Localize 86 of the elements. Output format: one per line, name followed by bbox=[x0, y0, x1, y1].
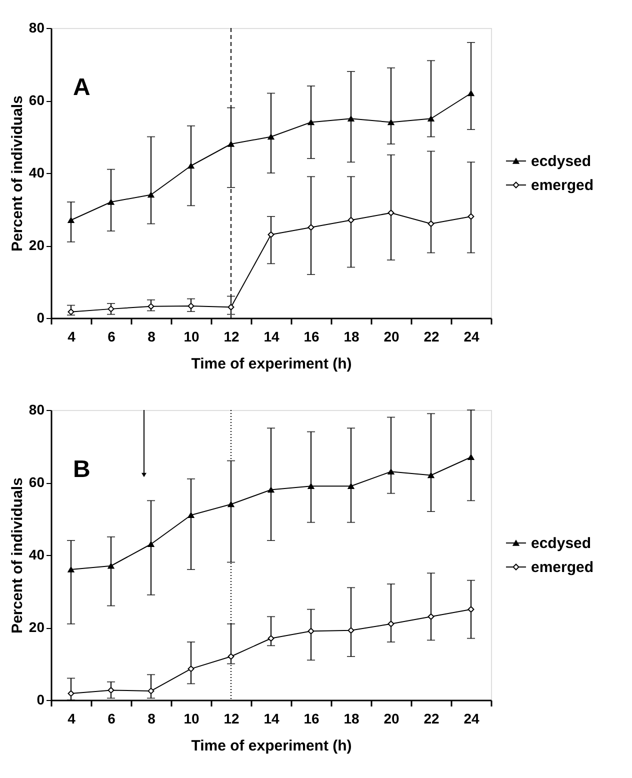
point bbox=[268, 486, 274, 493]
point bbox=[428, 613, 434, 620]
x-tick-label: 10 bbox=[184, 328, 200, 344]
point bbox=[428, 220, 434, 227]
point bbox=[348, 216, 354, 224]
y-tick-label: 80 bbox=[28, 402, 45, 418]
x-tick-label: 16 bbox=[304, 328, 320, 344]
point bbox=[308, 483, 314, 489]
point bbox=[348, 116, 354, 122]
y-tick-label: 60 bbox=[28, 474, 45, 490]
point bbox=[188, 666, 194, 672]
point bbox=[348, 483, 354, 489]
x-tick-label: 14 bbox=[264, 328, 280, 344]
x-tick-label: 6 bbox=[108, 710, 116, 726]
point bbox=[188, 162, 194, 169]
x-tick-label: 4 bbox=[68, 328, 76, 344]
point bbox=[268, 134, 274, 140]
point bbox=[228, 304, 234, 310]
y-tick-label: 20 bbox=[28, 237, 45, 253]
x-tick-label: 24 bbox=[464, 328, 480, 344]
x-tick-label: 20 bbox=[384, 328, 400, 344]
point bbox=[268, 231, 274, 238]
x-tick-label: 8 bbox=[148, 328, 156, 344]
annotation: A bbox=[73, 74, 90, 101]
point bbox=[428, 116, 434, 122]
point bbox=[308, 224, 314, 231]
point bbox=[188, 302, 194, 310]
point bbox=[68, 217, 74, 223]
y-tick-label: 0 bbox=[36, 692, 45, 708]
y-tick-label: 40 bbox=[28, 164, 45, 180]
y-tick-label: 80 bbox=[28, 20, 45, 36]
x-tick-label: 12 bbox=[224, 710, 240, 726]
point bbox=[388, 210, 394, 216]
point bbox=[228, 141, 234, 147]
x-tick-label: 22 bbox=[424, 328, 440, 344]
point bbox=[108, 199, 114, 205]
point bbox=[108, 686, 114, 694]
point bbox=[108, 306, 114, 312]
point bbox=[348, 627, 354, 634]
x-tick-label: 18 bbox=[344, 710, 360, 726]
point bbox=[468, 454, 474, 460]
point bbox=[148, 303, 154, 310]
x-tick-label: 22 bbox=[424, 710, 440, 726]
x-axis-title: Time of experiment (h) bbox=[191, 356, 352, 372]
point bbox=[428, 472, 434, 478]
point bbox=[468, 213, 474, 220]
point bbox=[108, 563, 114, 569]
point bbox=[148, 541, 154, 547]
point bbox=[68, 308, 74, 316]
x-tick-label: 4 bbox=[68, 710, 76, 726]
y-tick-label: 40 bbox=[28, 546, 45, 562]
y-tick-label: 60 bbox=[28, 92, 45, 108]
point bbox=[468, 90, 474, 96]
point bbox=[308, 119, 314, 126]
x-axis-title: Time of experiment (h) bbox=[191, 738, 352, 754]
legend-label: emerged bbox=[531, 177, 594, 194]
point bbox=[308, 628, 314, 634]
y-tick-label: 0 bbox=[36, 310, 45, 326]
point bbox=[388, 620, 394, 628]
x-tick-label: 12 bbox=[224, 328, 240, 344]
point bbox=[68, 690, 74, 697]
legend-label: emerged bbox=[531, 559, 594, 576]
x-tick-label: 14 bbox=[264, 710, 280, 726]
point bbox=[268, 635, 274, 642]
point bbox=[148, 688, 154, 694]
point bbox=[68, 566, 74, 572]
legend-label: ecdysed bbox=[531, 535, 592, 552]
x-tick-label: 8 bbox=[148, 710, 156, 726]
point bbox=[468, 606, 474, 613]
y-axis-title: Percent of individuals bbox=[8, 96, 26, 252]
x-tick-label: 10 bbox=[184, 710, 200, 726]
point bbox=[188, 512, 194, 518]
y-axis-title: Percent of individuals bbox=[8, 478, 26, 634]
y-tick-label: 20 bbox=[28, 619, 45, 635]
point bbox=[148, 192, 154, 198]
x-tick-label: 16 bbox=[304, 710, 320, 726]
legend-label: ecdysed bbox=[531, 153, 592, 170]
x-tick-label: 20 bbox=[384, 710, 400, 726]
x-tick-label: 6 bbox=[108, 328, 116, 344]
point bbox=[388, 468, 394, 474]
x-tick-label: 24 bbox=[464, 710, 480, 726]
annotation: B bbox=[73, 456, 90, 483]
point bbox=[228, 501, 234, 508]
x-tick-label: 18 bbox=[344, 328, 360, 344]
point bbox=[388, 119, 394, 126]
point bbox=[228, 653, 234, 660]
